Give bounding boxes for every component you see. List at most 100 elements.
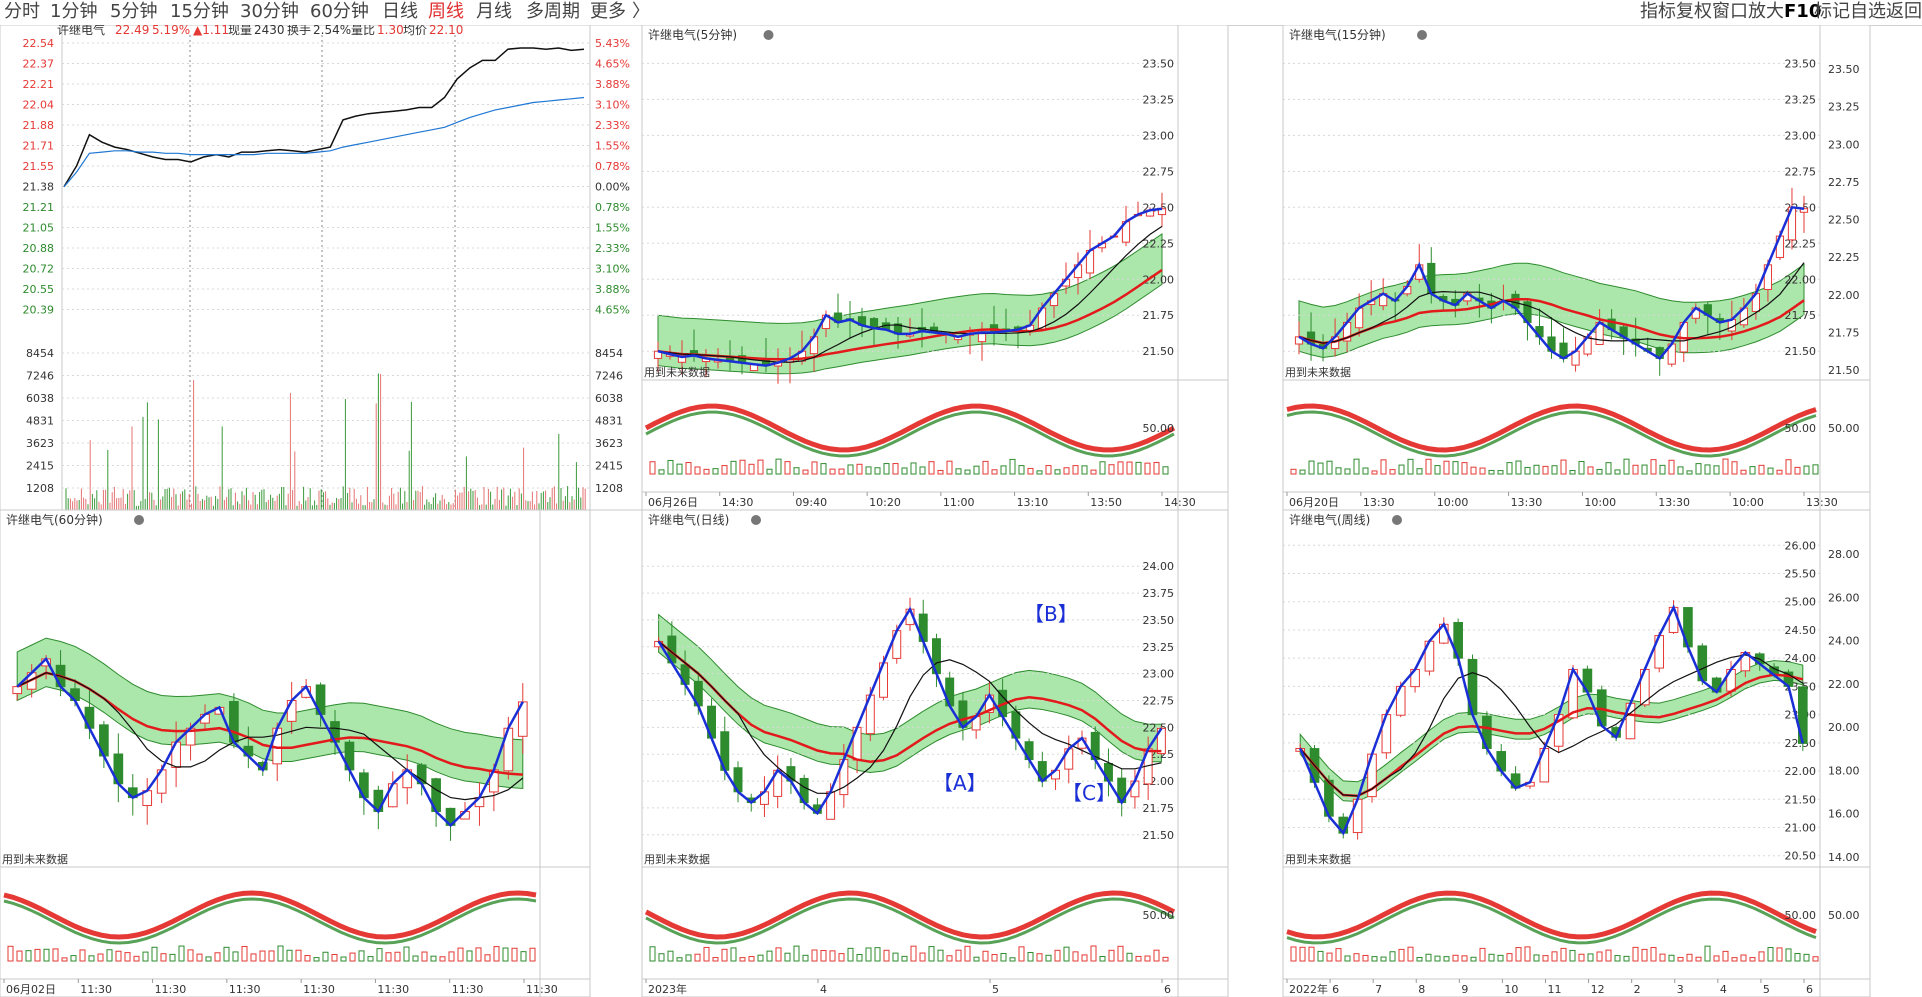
vol-level-label: 2415 <box>26 460 54 473</box>
price-level-label: 22.04 <box>23 99 55 112</box>
y-axis-label: 22.75 <box>1785 165 1817 178</box>
indicator-bar <box>667 459 674 475</box>
indicator-bar <box>649 461 656 475</box>
indicator-bar <box>1416 956 1423 962</box>
tab-daily[interactable]: 日线 <box>382 1 418 22</box>
mark-button[interactable]: 标记 <box>1814 1 1850 22</box>
tab-60min[interactable]: 60分钟 <box>310 1 369 22</box>
indicator-bar <box>802 469 809 475</box>
indicator-bar <box>340 956 347 962</box>
more-arrow-icon[interactable]: 〉 <box>632 1 650 22</box>
indicator-bar <box>1144 955 1151 962</box>
indicator-bar <box>658 953 665 962</box>
watchlist-button[interactable]: 自选 <box>1850 1 1886 22</box>
x-axis-label: 2023年 <box>648 982 687 996</box>
vol-level-label: 1208 <box>595 482 623 495</box>
chart-panel-p15[interactable]: 许继电气(15分钟) 23.50 23.25 23.00 22.75 22.50 22.25… <box>1282 25 1871 511</box>
indicator-bar <box>1524 946 1531 962</box>
indicator-bar <box>43 948 50 962</box>
indicator-bar <box>1117 945 1124 962</box>
tab-weekly[interactable]: 周线 <box>428 1 464 22</box>
back-button[interactable]: 返回 <box>1886 1 1922 22</box>
vol-level-label: 2415 <box>595 460 623 473</box>
tab-5min[interactable]: 5分钟 <box>110 1 158 22</box>
tab-intraday[interactable]: 分时 <box>4 1 40 22</box>
indicator-bar <box>1398 464 1405 475</box>
indicator-bar <box>475 947 482 962</box>
indicator-bar <box>1488 953 1495 962</box>
right-axis-label: 26.00 <box>1828 591 1860 604</box>
chart-panel-p60[interactable]: 许继电气(60分钟) 用到未来数据 06月02日 11:30 11:30 11:30 11:… <box>0 509 591 997</box>
pct-level-label: 3.10% <box>595 263 630 276</box>
tab-multi-period[interactable]: 多周期 <box>526 1 580 22</box>
indicator-bar <box>1731 957 1738 962</box>
indicator-bar <box>34 948 41 962</box>
tab-more[interactable]: 更多 <box>590 1 626 22</box>
price-level-label: 22.37 <box>23 58 55 71</box>
adjust-button[interactable]: 复权 <box>1676 1 1712 22</box>
indicator-bar <box>793 467 800 475</box>
indicator-bar <box>1027 467 1034 475</box>
indicator-bar <box>973 465 980 475</box>
candle-body <box>517 701 528 737</box>
window-button[interactable]: 窗口 <box>1712 1 1748 22</box>
indicator-bar <box>1686 470 1693 475</box>
indicator-bar <box>394 951 401 962</box>
indicator-bar <box>529 947 536 962</box>
y-axis-label: 22.75 <box>1143 165 1175 178</box>
indicator-bar <box>1416 468 1423 475</box>
indicator-bar <box>1488 469 1495 475</box>
indicator-bar <box>1353 953 1360 962</box>
y-axis-label: 21.50 <box>1143 345 1175 358</box>
indicator-bar <box>757 459 764 475</box>
chart-panel-p5[interactable]: 许继电气(5分钟)23.5023.2523.0022.7522.5022.252… <box>641 25 1229 511</box>
vol-level-label: 7246 <box>595 370 623 383</box>
chart-canvas: 许继电气 22.49 5.19% ▲1.11 现量 2430 换手 2.54% … <box>0 25 1871 997</box>
indicator-wave-red <box>1286 890 1817 940</box>
price-level-label: 20.72 <box>23 263 55 276</box>
indicator-bar <box>910 945 917 962</box>
indicator-bar <box>520 951 527 962</box>
indicator-bar <box>223 946 230 962</box>
pct-level-label: 3.88% <box>595 78 630 91</box>
chart-panel-pd[interactable]: 许继电气(日线) 24.00 23.75 23.50 23.25 23.00 22.75 22… <box>641 509 1229 997</box>
indicator-bar <box>1380 956 1387 962</box>
indicator-bar <box>1443 460 1450 475</box>
y-axis-label: 23.00 <box>1143 668 1175 681</box>
turnover-label: 换手 <box>287 25 311 37</box>
intraday-panel[interactable]: 许继电气 22.49 5.19% ▲1.11 现量 2430 换手 2.54% … <box>0 25 643 511</box>
indicator-bar <box>1677 466 1684 475</box>
indicator-bar <box>1108 949 1115 962</box>
tab-1min[interactable]: 1分钟 <box>50 1 98 22</box>
indicator-bar <box>322 951 329 962</box>
chart-panel-pw[interactable]: 许继电气(周线)26.0025.5025.0024.5024.0023.5023… <box>1282 509 1871 997</box>
y-axis-label: 23.50 <box>1785 57 1817 70</box>
x-axis-label: 10:20 <box>869 496 901 509</box>
right-axis-label: 21.50 <box>1828 364 1860 377</box>
indicator-wave-red <box>644 890 1176 940</box>
indicator-bar <box>991 469 998 475</box>
indicator-bar <box>448 951 455 962</box>
indicator-bar <box>1117 461 1124 475</box>
indicator-bar <box>1551 465 1558 475</box>
indicator-bar <box>1704 945 1711 962</box>
indicator-bar <box>1542 955 1549 962</box>
indicator-button[interactable]: 指标 <box>1640 1 1676 22</box>
indicator-bar <box>892 463 899 475</box>
tab-monthly[interactable]: 月线 <box>476 1 512 22</box>
pct-level-label: 0.78% <box>595 160 630 173</box>
indicator-bar <box>1018 946 1025 962</box>
x-axis-label: 14:30 <box>1164 496 1196 509</box>
f10-button[interactable]: F10 <box>1784 1 1822 22</box>
y-axis-label: 22.25 <box>1143 237 1175 250</box>
indicator-bar <box>739 957 746 962</box>
tab-30min[interactable]: 30分钟 <box>240 1 299 22</box>
zoom-button[interactable]: 放大 <box>1748 1 1784 22</box>
indicator-bar <box>712 468 719 475</box>
indicator-bar <box>61 957 68 962</box>
indicator-bar <box>838 468 845 475</box>
tab-15min[interactable]: 15分钟 <box>170 1 229 22</box>
x-axis-label: 11:30 <box>155 983 187 996</box>
y-axis-label: 25.00 <box>1785 596 1817 609</box>
indicator-bar <box>511 947 518 962</box>
